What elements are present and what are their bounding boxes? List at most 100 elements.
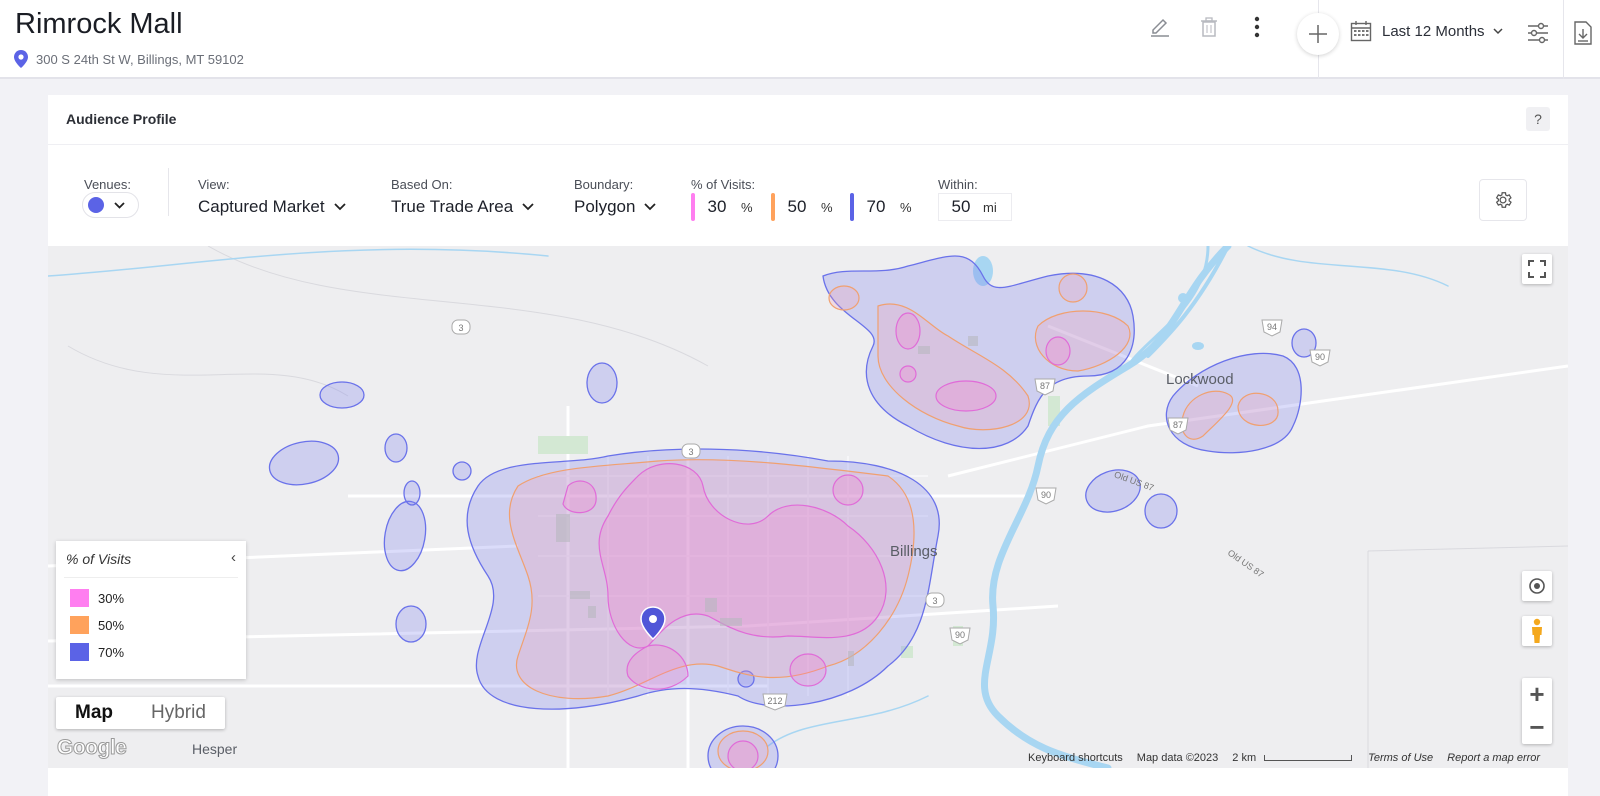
visits-legend: % of Visits ‹ 30% 50% 70% [56,541,246,679]
pencil-icon[interactable] [1147,14,1173,40]
visits-70-color-bar [850,193,854,221]
road-label-old-us-87-b: Old US 87 [1226,548,1266,580]
fullscreen-button[interactable] [1522,254,1552,284]
venues-label: Venues: [84,177,131,192]
my-location-button[interactable] [1522,571,1552,601]
map-type-toggle[interactable]: Map Hybrid [56,697,225,729]
street-view-button[interactable] [1522,616,1552,646]
chevron-down-icon [522,203,534,211]
map-type-hybrid[interactable]: Hybrid [151,702,206,723]
download-icon[interactable] [1570,20,1596,46]
svg-text:3: 3 [688,447,693,457]
gear-icon [1495,192,1512,208]
boundary-dropdown[interactable]: Polygon [574,197,657,217]
trash-icon[interactable] [1196,14,1222,40]
svg-text:87: 87 [1173,420,1183,430]
view-value: Captured Market [198,197,325,216]
road-shield-3-c: 3 [925,592,945,608]
zoom-out-button[interactable]: − [1529,712,1545,742]
within-value: 50 [951,197,971,216]
boundary-label: Boundary: [574,177,634,192]
card-divider [48,144,1568,145]
visits-50-color-bar [771,193,775,221]
chevron-left-icon[interactable]: ‹ [231,549,236,566]
visits-50-input[interactable]: 50 % [771,193,833,221]
svg-text:94: 94 [1267,322,1277,332]
zoom-control[interactable]: + − [1522,678,1552,744]
settings-button[interactable] [1479,179,1527,221]
based-on-label: Based On: [391,177,453,192]
legend-item: 50% [70,616,124,634]
report-error-link[interactable]: Report a map error [1447,752,1541,764]
city-label-lockwood: Lockwood [1166,371,1234,388]
visits-30-unit: % [741,199,753,215]
road-shield-90-a: 90 [1309,349,1331,367]
map-footer: Keyboard shortcuts Map data ©2023 2 km T… [1028,752,1540,764]
based-on-dropdown[interactable]: True Trade Area [391,197,534,217]
legend-label: 70% [98,644,125,660]
svg-text:3: 3 [458,323,463,333]
svg-text:90: 90 [955,630,965,640]
address-text: 300 S 24th St W, Billings, MT 59102 [36,51,244,67]
visits-30-input[interactable]: 30 % [691,193,753,221]
venue-marker-icon[interactable] [640,606,666,641]
target-icon [1529,578,1545,594]
boundary-value: Polygon [574,197,636,216]
legend-swatch [70,589,89,607]
date-range-selector[interactable]: Last 12 Months [1350,20,1513,42]
within-input[interactable]: 50 mi [938,193,1012,221]
zoom-in-button[interactable]: + [1529,679,1545,709]
venue-selector[interactable] [82,192,139,218]
within-label: Within: [938,177,978,192]
scale-bar [1264,755,1353,761]
page-header: Rimrock Mall 300 S 24th St W, Billings, … [0,0,1600,79]
road-shield-3-a: 3 [451,319,471,335]
calendar-icon [1350,21,1372,42]
header-divider-right [1563,0,1564,79]
svg-text:3: 3 [932,596,937,606]
within-unit: mi [983,199,997,215]
legend-swatch [70,616,89,634]
legend-item: 30% [70,589,124,607]
keyboard-shortcuts-link[interactable]: Keyboard shortcuts [1028,752,1123,764]
more-vertical-icon[interactable] [1244,14,1270,40]
venue-color-dot [88,197,104,213]
road-shield-87-a: 87 [1034,378,1056,396]
svg-text:87: 87 [1040,381,1050,391]
view-dropdown[interactable]: Captured Market [198,197,346,217]
city-label-hesper: Hesper [192,741,238,757]
legend-label: 50% [98,617,125,633]
visits-label: % of Visits: [691,177,756,192]
chevron-down-icon [644,203,657,211]
controls-divider [168,168,169,216]
visits-30-value: 30 [707,197,727,216]
based-on-value: True Trade Area [391,197,514,216]
google-logo: Google [56,736,127,760]
road-shield-94: 94 [1261,319,1283,337]
legend-label: 30% [98,590,125,606]
chevron-down-icon [114,201,125,209]
card-title: Audience Profile [66,111,177,127]
visits-30-color-bar [691,193,695,221]
road-shield-87-b: 87 [1167,417,1189,435]
location-pin-icon [14,50,28,68]
help-button[interactable]: ? [1526,107,1550,131]
trade-area-map[interactable]: 3 3 94 90 87 87 90 90 212 3 Old US 87 Ol… [48,246,1568,768]
add-button[interactable] [1297,13,1339,55]
venue-title: Rimrock Mall [15,8,183,40]
view-label: View: [198,177,230,192]
legend-divider [64,577,238,578]
sliders-icon[interactable] [1525,20,1551,46]
road-shield-90-c: 90 [949,627,971,645]
map-type-map[interactable]: Map [75,702,113,723]
chevron-down-icon [333,203,346,211]
terms-link[interactable]: Terms of Use [1368,752,1434,764]
fullscreen-icon [1528,260,1546,278]
plus-icon [1309,25,1327,43]
visits-70-unit: % [900,199,912,215]
road-shield-3-b: 3 [681,443,701,459]
visits-50-unit: % [821,199,833,215]
map-canvas[interactable]: 3 3 94 90 87 87 90 90 212 3 Old US 87 Ol… [48,246,1568,768]
visits-70-input[interactable]: 70 % [850,193,912,221]
map-data-attribution: Map data ©2023 [1136,752,1219,764]
